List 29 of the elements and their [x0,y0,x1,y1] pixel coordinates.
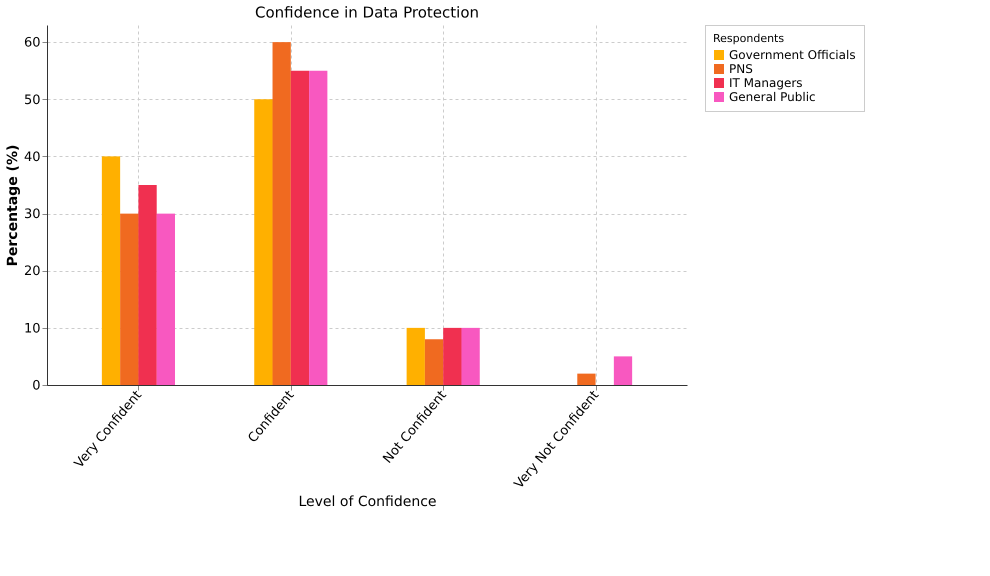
bar [577,374,596,385]
bar [290,70,310,385]
chart-title: Confidence in Data Protection [254,4,480,22]
bar [156,214,175,385]
bar [102,156,120,385]
bar [254,99,273,385]
bar [272,42,291,385]
bar [461,328,480,385]
y-tick-label: 20 [24,264,40,280]
y-tick-label: 40 [24,150,40,165]
y-axis-title: Percentage (%) [4,144,21,266]
bar [406,328,425,385]
bar [443,328,462,385]
bar [614,356,632,385]
bar [138,185,157,385]
bar [309,70,328,385]
legend-label: Government Officials [729,48,856,62]
y-tick-label: 10 [24,321,40,336]
y-tick-label: 50 [24,92,40,108]
x-axis-title: Level of Confidence [298,494,437,510]
legend-title: Respondents [713,32,784,45]
legend-label: PNS [729,62,753,76]
legend-label: General Public [729,90,816,104]
y-tick-label: 60 [24,36,40,51]
legend-label: IT Managers [729,76,803,90]
bar [424,339,444,385]
y-tick-label: 30 [24,207,40,222]
y-tick-label: 0 [32,378,40,394]
bar [120,214,138,385]
